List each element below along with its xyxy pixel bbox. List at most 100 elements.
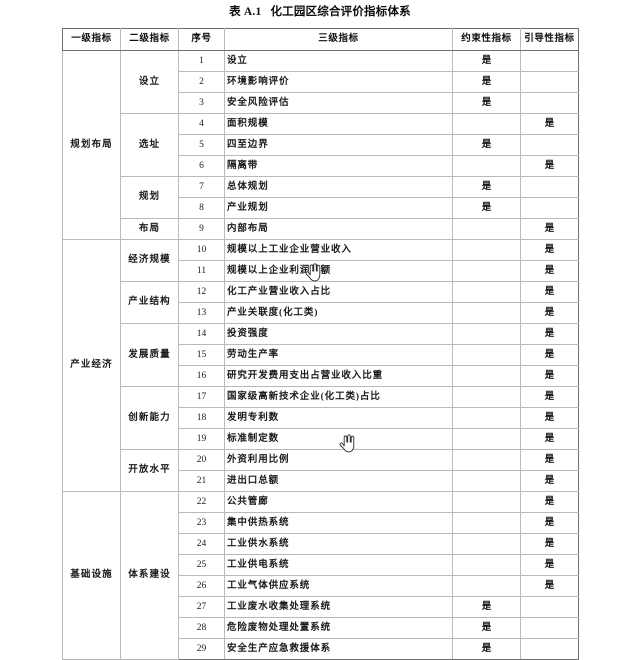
cell-level3-1: 设立 [224,50,453,72]
column-header-level1: 一级指标 [62,28,121,51]
cell-binding-2: 是 [452,71,521,93]
table-row: 6 隔离带 是 [63,155,579,177]
cell-seq-18: 18 [178,407,225,429]
cell-binding-25 [452,554,521,576]
evaluation-index-table: 一级指标 二级指标 序号 三级指标 约束性指标 引导性指标 规划布局 设立 1 设立是… [62,28,579,660]
table-row: 18 发明专利数 是 [63,407,579,429]
cell-level3-5: 四至边界 [224,134,453,156]
cell-seq-13: 13 [178,302,225,324]
cell-binding-21 [452,470,521,492]
column-header-seq: 序号 [178,28,225,51]
cell-seq-5: 5 [178,134,225,156]
cell-guiding-1 [520,50,579,72]
cell-seq-29: 29 [178,638,225,660]
cell-seq-6: 6 [178,155,225,177]
cell-level2-12: 产业结构 [120,281,179,324]
table-title-text: 化工园区综合评价指标体系 [270,6,411,18]
cell-level3-17: 国家级高新技术企业(化工类)占比 [224,386,453,408]
table-row: 发展质量 14 投资强度是 [63,323,579,387]
cell-seq-19: 19 [178,428,225,450]
cell-seq-24: 24 [178,533,225,555]
table-header-row: 一级指标 二级指标 序号 三级指标 约束性指标 引导性指标 [62,28,579,51]
page-title: 表 A.1 化工园区综合评价指标体系 [0,3,640,19]
cell-seq-11: 11 [178,260,225,282]
cell-binding-4 [452,113,521,135]
table-row: 规划 7 总体规划是 [63,176,579,219]
cell-level2-22: 体系建设 [120,491,179,660]
cell-level2-9: 布局 [120,218,179,240]
cell-level3-9: 内部布局 [224,218,453,240]
cell-seq-3: 3 [178,92,225,114]
cell-level3-8: 产业规划 [224,197,453,219]
cell-level3-10: 规模以上工业企业营业收入 [224,239,453,261]
cell-seq-16: 16 [178,365,225,387]
cell-binding-7: 是 [452,176,521,198]
cell-level3-6: 隔离带 [224,155,453,177]
cell-level3-4: 面积规模 [224,113,453,135]
cell-guiding-19: 是 [520,428,579,450]
cell-binding-6 [452,155,521,177]
cell-guiding-23: 是 [520,512,579,534]
cell-level2-20: 开放水平 [120,449,179,492]
cell-binding-27: 是 [452,596,521,618]
cell-seq-26: 26 [178,575,225,597]
cell-guiding-8 [520,197,579,219]
cell-binding-12 [452,281,521,303]
cell-seq-14: 14 [178,323,225,345]
cell-level3-24: 工业供水系统 [224,533,453,555]
cell-binding-5: 是 [452,134,521,156]
cell-seq-27: 27 [178,596,225,618]
column-header-guiding: 引导性指标 [520,28,579,51]
cell-binding-23 [452,512,521,534]
cell-binding-15 [452,344,521,366]
cell-guiding-21: 是 [520,470,579,492]
cell-level3-27: 工业废水收集处理系统 [224,596,453,618]
cell-level3-26: 工业气体供应系统 [224,575,453,597]
cell-binding-10 [452,239,521,261]
cell-level3-21: 进出口总额 [224,470,453,492]
cell-level3-25: 工业供电系统 [224,554,453,576]
cell-level2-4: 选址 [120,113,179,177]
cell-guiding-9: 是 [520,218,579,240]
cell-guiding-26: 是 [520,575,579,597]
table-row: 规划布局 设立 1 设立是 [62,50,579,240]
cell-binding-3: 是 [452,92,521,114]
table-body: 规划布局 设立 1 设立是 2 环境影响评价是 3 安全风险评估是选址 4 面积规模是 5 四至边界是… [62,50,579,660]
cell-seq-4: 4 [178,113,225,135]
cell-binding-29: 是 [452,638,521,660]
table-number: 表 A.1 [229,6,262,18]
cell-guiding-13: 是 [520,302,579,324]
cell-level3-12: 化工产业营业收入占比 [224,281,453,303]
cell-seq-21: 21 [178,470,225,492]
cell-guiding-7 [520,176,579,198]
cell-binding-22 [452,491,521,513]
table-row: 13 产业关联度(化工类) 是 [63,302,579,324]
document-page: 表 A.1 化工园区综合评价指标体系 一级指标 二级指标 序号 三级指标 约束性指… [0,3,640,660]
cell-level3-18: 发明专利数 [224,407,453,429]
cell-seq-8: 8 [178,197,225,219]
cell-level2-7: 规划 [120,176,179,219]
cell-guiding-12: 是 [520,281,579,303]
cell-level3-28: 危险废物处理处置系统 [224,617,453,639]
cell-binding-26 [452,575,521,597]
cell-guiding-18: 是 [520,407,579,429]
cell-binding-8: 是 [452,197,521,219]
cell-binding-11 [452,260,521,282]
cell-guiding-14: 是 [520,323,579,345]
cell-level2-17: 创新能力 [120,386,179,450]
cell-seq-28: 28 [178,617,225,639]
cell-seq-23: 23 [178,512,225,534]
cell-guiding-29 [520,638,579,660]
cell-seq-1: 1 [178,50,225,72]
table-row: 19 标准制定数 是 [63,428,579,450]
cell-guiding-15: 是 [520,344,579,366]
table-row: 布局 9 内部布局 是 [63,218,579,240]
cell-binding-19 [452,428,521,450]
cell-level3-15: 劳动生产率 [224,344,453,366]
cell-seq-9: 9 [178,218,225,240]
table-row: 开放水平 20 外资利用比例是 [63,449,579,492]
cell-level2-1: 设立 [120,50,179,114]
cell-level3-7: 总体规划 [224,176,453,198]
table-row: 27 工业废水收集处理系统是 [63,596,579,618]
cell-seq-17: 17 [178,386,225,408]
